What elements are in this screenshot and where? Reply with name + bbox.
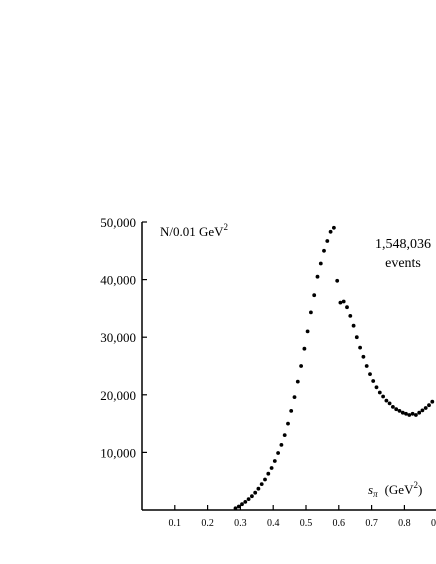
data-point: [312, 293, 317, 298]
data-point: [348, 314, 353, 318]
x-axis-label-unit-close: ): [418, 482, 422, 497]
data-point: [351, 323, 356, 328]
data-point: [354, 335, 359, 340]
data-point: [384, 398, 389, 403]
data-point: [240, 502, 244, 507]
data-point: [328, 229, 333, 234]
x-ticks: 0.1 0.2 0.3 0.4 0.5 0.6 0.7 0.8 0.9: [169, 505, 436, 529]
data-point: [302, 346, 307, 351]
data-point: [259, 482, 264, 486]
data-point: [322, 248, 326, 253]
y-ticks: 10,000 20,000 30,000 40,000 50,000: [100, 215, 147, 460]
data-point: [325, 239, 330, 243]
data-point: [420, 408, 425, 413]
data-point: [338, 300, 343, 305]
data-point: [335, 278, 340, 283]
data-point: [332, 225, 336, 230]
x-tick-label: 0.9: [431, 518, 436, 529]
x-axis-label-unit-open: (GeV: [385, 482, 414, 497]
x-axis-label: sπ (GeV2): [368, 480, 422, 499]
data-point: [387, 401, 392, 406]
data-point: [295, 379, 300, 384]
data-point: [246, 497, 251, 501]
data-point: [430, 399, 435, 404]
data-point: [358, 345, 362, 350]
data-point: [263, 477, 267, 482]
data-point: [407, 413, 412, 417]
x-tick-label: 0.5: [300, 518, 313, 529]
data-point: [427, 403, 431, 408]
data-point: [279, 443, 284, 447]
y-tick-label: 40,000: [100, 273, 136, 288]
y-tick-label: 20,000: [100, 388, 136, 403]
data-point: [345, 305, 349, 310]
y-tick-label: 50,000: [100, 215, 136, 230]
data-point: [250, 494, 254, 499]
x-tick-label: 0.7: [365, 518, 378, 529]
data-point: [243, 500, 248, 504]
data-point: [410, 411, 415, 416]
data-point: [377, 390, 382, 395]
data-point: [381, 394, 385, 399]
data-point: [364, 364, 369, 368]
x-tick-label: 0.1: [169, 518, 182, 529]
data-point: [286, 421, 290, 426]
x-tick-label: 0.3: [234, 518, 247, 529]
event-count-annotation: 1,548,036: [375, 237, 431, 252]
data-point: [236, 504, 241, 509]
data-point: [305, 329, 310, 334]
data-point: [266, 471, 271, 476]
x-tick-label: 0.8: [398, 518, 411, 529]
data-point: [292, 395, 297, 399]
x-axis-label-unit-sup: 2: [413, 480, 418, 490]
x-tick-label: 0.4: [267, 518, 280, 529]
y-axis-label-main: N/0.01 GeV: [160, 224, 224, 239]
data-point: [414, 413, 418, 417]
data-point: [299, 364, 303, 368]
data-point: [368, 372, 372, 376]
data-point: [404, 411, 408, 416]
data-point: [269, 466, 274, 470]
data-point: [276, 451, 280, 455]
data-point: [256, 486, 261, 491]
data-point: [417, 410, 422, 415]
data-point: [341, 299, 346, 304]
data-point: [391, 405, 395, 409]
x-axis-label-subscript: π: [373, 489, 378, 499]
data-point: [315, 274, 320, 279]
data-point: [371, 379, 376, 383]
data-point: [400, 410, 405, 415]
data-point: [361, 354, 366, 359]
y-axis-label-sup: 2: [224, 222, 229, 232]
data-point: [423, 406, 428, 410]
data-point: [289, 409, 294, 413]
x-axis-label-symbol: s: [368, 482, 373, 497]
data-point: [318, 261, 323, 266]
data-point: [253, 490, 258, 495]
y-tick-label: 10,000: [100, 445, 136, 460]
data-point: [309, 310, 313, 315]
data-points: [233, 225, 435, 511]
data-point: [282, 433, 287, 437]
data-point: [233, 506, 238, 511]
events-annotation: events: [385, 256, 421, 271]
data-point: [394, 407, 399, 412]
data-point: [397, 409, 402, 413]
data-point: [272, 459, 277, 463]
x-tick-label: 0.2: [201, 518, 214, 529]
y-tick-label: 30,000: [100, 330, 136, 345]
y-axis-label: N/0.01 GeV2: [160, 222, 228, 239]
data-point: [374, 385, 379, 390]
x-tick-label: 0.6: [333, 518, 346, 529]
